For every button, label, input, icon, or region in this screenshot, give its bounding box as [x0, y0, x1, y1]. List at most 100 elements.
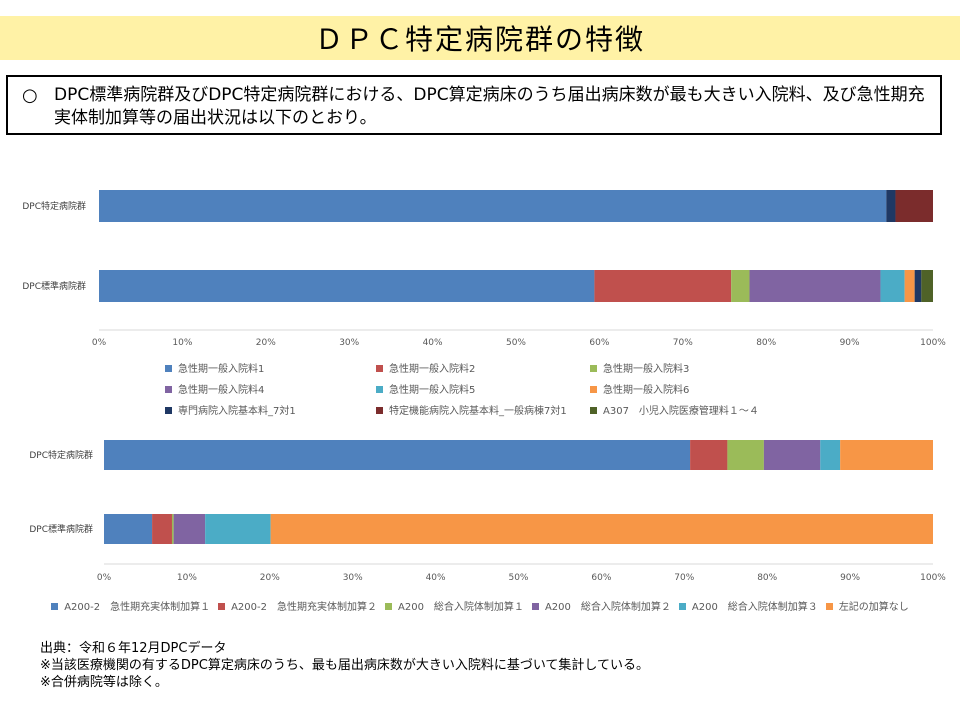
page-title: ＤＰＣ特定病院群の特徴	[314, 23, 645, 56]
x-tick-label: 90%	[840, 338, 860, 348]
x-tick-label: 10%	[177, 573, 197, 583]
legend-swatch	[590, 406, 597, 414]
legend-item: A200 総合入院体制加算３	[678, 598, 818, 613]
legend-label: 特定機能病院入院基本料_一般病棟7対1	[389, 406, 567, 417]
x-tick-label: 50%	[508, 573, 528, 583]
x-tick-label: 90%	[840, 573, 860, 583]
x-tick-label: 100%	[920, 573, 946, 583]
title-band	[0, 16, 960, 60]
legend-swatch	[825, 602, 833, 610]
x-tick-label: 60%	[589, 338, 609, 348]
bar-segment	[731, 270, 750, 302]
legend-item: A200-2 急性期充実体制加算２	[218, 598, 377, 613]
bar-segment	[205, 514, 271, 544]
legend-label: A307 小児入院医療管理料１～４	[603, 406, 759, 417]
legend-label: 急性期一般入院料2	[389, 364, 476, 375]
legend-label: A200 総合入院体制加算１	[398, 602, 524, 613]
legend-swatch	[376, 364, 383, 372]
legend-item: 左記の加算なし	[825, 598, 909, 613]
bar-segment	[690, 440, 728, 470]
x-tick-label: 60%	[591, 573, 611, 583]
legend-label: 急性期一般入院料4	[178, 385, 265, 396]
bar-segment	[921, 270, 933, 302]
x-tick-label: 30%	[343, 573, 363, 583]
x-tick-label: 40%	[426, 573, 446, 583]
bar-segment	[727, 440, 764, 470]
legend-item: 急性期一般入院料3	[590, 360, 689, 375]
legend-label: A200-2 急性期充実体制加算２	[231, 602, 377, 613]
legend-label: A200 総合入院体制加算３	[691, 602, 818, 613]
x-tick-label: 20%	[260, 573, 280, 583]
bar-segment	[886, 190, 896, 222]
legend-item: A200 総合入院体制加算１	[385, 598, 524, 613]
legend-item: 急性期一般入院料6	[590, 381, 689, 396]
summary-bullet: ○	[22, 85, 38, 106]
legend-item: A200-2 急性期充実体制加算１	[51, 598, 210, 613]
legend-label: 急性期一般入院料5	[389, 385, 476, 396]
bar-segment	[152, 514, 172, 544]
chart-acute-care-addition: 0% 10% 20% 30% 40% 50% 60% 70% 80% 90% 100% DPC特定病院…	[29, 440, 946, 583]
legend-label: 専門病院入院基本料_7対1	[178, 406, 296, 417]
bar-segment	[104, 440, 691, 470]
x-tick-label: 40%	[423, 338, 443, 348]
legend-label: 急性期一般入院料1	[178, 364, 265, 375]
summary-text: DPC標準病院群及びDPC特定病院群における、DPC算定病床のうち届出病床数が最…	[54, 85, 925, 128]
footnote-exclusion: ※合併病院等は除く。	[40, 675, 168, 690]
legend-swatch	[376, 406, 383, 414]
legend-item: 特定機能病院入院基本料_一般病棟7対1	[376, 402, 567, 417]
footnotes: 出典：令和６年12月DPCデータ ※当該医療機関の有するDPC算定病床のうち、最…	[40, 640, 649, 691]
bar-segment	[173, 514, 206, 544]
legend-item: 急性期一般入院料4	[165, 381, 264, 396]
bar-segment	[904, 270, 915, 302]
x-tick-label: 30%	[339, 338, 359, 348]
x-tick-label: 70%	[674, 573, 694, 583]
legend-item: 急性期一般入院料5	[376, 381, 475, 396]
legend-swatch	[165, 364, 172, 372]
x-tick-label: 80%	[757, 573, 777, 583]
chart-inpatient-fee: 0% 10% 20% 30% 40% 50% 60% 70% 80% 90% 100% DPC特定病院…	[22, 190, 946, 348]
footnote-source: 出典：令和６年12月DPCデータ	[40, 641, 227, 656]
legend-swatch	[385, 602, 392, 610]
legend-label: 急性期一般入院料3	[603, 364, 690, 375]
bar-segment	[914, 270, 922, 302]
legend-swatch	[376, 385, 383, 393]
legend-label: A200 総合入院体制加算２	[544, 602, 671, 613]
category-label: DPC標準病院群	[22, 280, 86, 292]
bar-segment	[99, 190, 887, 222]
legend-item: 急性期一般入院料2	[376, 360, 475, 375]
x-tick-label: 10%	[172, 338, 192, 348]
bar-segment	[820, 440, 841, 470]
bar-segment	[880, 270, 905, 302]
bar-segment	[749, 270, 881, 302]
legend-item: A200 総合入院体制加算２	[531, 598, 671, 613]
legend-swatch	[51, 602, 59, 610]
legend-swatch	[218, 602, 226, 610]
category-label: DPC標準病院群	[29, 523, 93, 535]
bar-segment	[171, 514, 174, 544]
legend-item: A307 小児入院医療管理料１～４	[590, 402, 759, 417]
legend-item: 専門病院入院基本料_7対1	[165, 402, 296, 417]
bar-segment	[104, 514, 153, 544]
bar-segment	[840, 440, 933, 470]
footnote-method: ※当該医療機関の有するDPC算定病床のうち、最も届出病床数が大きい入院料に基づい…	[40, 658, 650, 673]
x-tick-label: 50%	[506, 338, 526, 348]
bar-segment	[594, 270, 732, 302]
bar-segment	[99, 270, 595, 302]
summary-box: ○ DPC標準病院群及びDPC特定病院群における、DPC算定病床のうち届出病床数…	[6, 75, 942, 135]
legend-swatch	[165, 406, 172, 414]
bar-segment	[270, 514, 933, 544]
x-tick-label: 100%	[920, 338, 946, 348]
legend-swatch	[590, 385, 597, 393]
legend-swatch	[531, 602, 539, 610]
legend-label: 左記の加算なし	[838, 602, 909, 613]
legend-swatch	[678, 602, 686, 610]
legend-item: 急性期一般入院料1	[165, 360, 264, 375]
x-tick-label: 0%	[97, 573, 112, 583]
legend-swatch	[590, 364, 597, 372]
bar-segment	[763, 440, 821, 470]
x-tick-label: 0%	[92, 338, 107, 348]
legend-label: 急性期一般入院料6	[603, 385, 690, 396]
bar-segment	[895, 190, 933, 222]
legend-label: A200-2 急性期充実体制加算１	[64, 602, 211, 613]
legend-swatch	[165, 385, 172, 393]
